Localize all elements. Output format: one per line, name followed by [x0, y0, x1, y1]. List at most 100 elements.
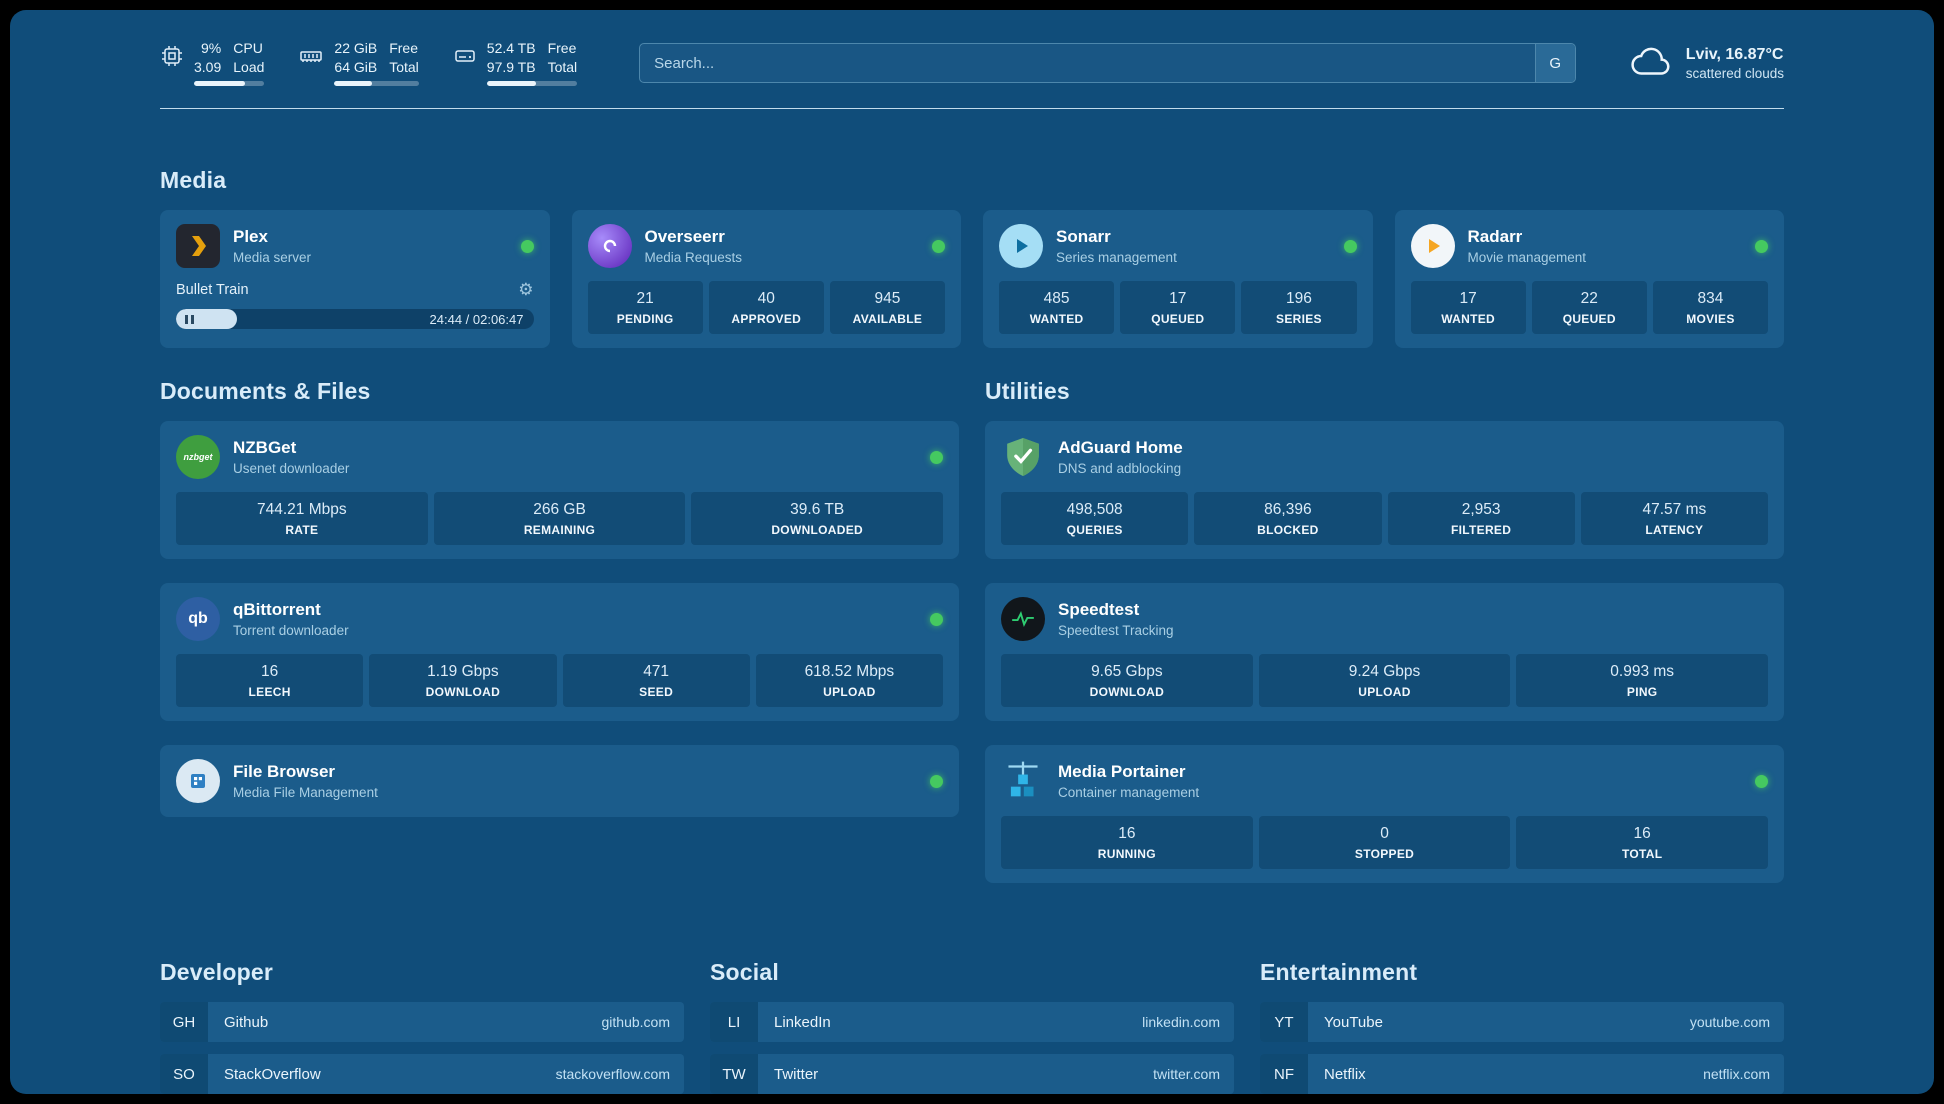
bookmark-url: twitter.com [1153, 1066, 1220, 1082]
filebrowser-card[interactable]: File Browser Media File Management [160, 745, 959, 817]
playback-progress-bar[interactable]: 24:44 / 02:06:47 [176, 309, 534, 329]
bookmark-name: LinkedIn [774, 1013, 831, 1031]
stat-box: 471 SEED [562, 654, 750, 707]
stat-box: 86,396 BLOCKED [1194, 492, 1382, 545]
nzbget-card[interactable]: nzbget NZBGet Usenet downloader 744.21 M… [160, 421, 959, 559]
stat-box: 17 QUEUED [1120, 281, 1236, 334]
memory-total-label: Total [389, 59, 419, 75]
media-section-heading: Media [160, 167, 227, 193]
disk-free-label: Free [547, 40, 577, 56]
card-subtitle: DNS and adblocking [1058, 461, 1182, 476]
bookmark-stackoverflow[interactable]: SO StackOverflow stackoverflow.com [160, 1054, 684, 1094]
bookmark-linkedin[interactable]: LI LinkedIn linkedin.com [710, 1002, 1234, 1042]
stat-box: 16 LEECH [176, 654, 364, 707]
overseerr-card[interactable]: Overseerr Media Requests 21 PENDING 40 APP… [571, 210, 961, 348]
plex-card[interactable]: Plex Media server Bullet Train ⚙ 24:44 /… [160, 210, 550, 348]
cpu-label: CPU [233, 40, 263, 56]
stat-box: 945 AVAILABLE [829, 281, 946, 334]
stat-box: 266 GB REMAINING [433, 492, 686, 545]
card-title: Plex [233, 227, 268, 246]
stat-box: 196 SERIES [1241, 281, 1357, 334]
card-subtitle: Media server [233, 250, 312, 265]
qbittorrent-card[interactable]: qb qBittorrent Torrent downloader 16 LEEC… [160, 583, 959, 721]
overseerr-icon [587, 224, 632, 268]
stat-box: 47.57 ms LATENCY [1580, 492, 1768, 545]
stat-box: 834 MOVIES [1652, 281, 1769, 334]
stat-box: 618.52 Mbps UPLOAD [755, 654, 943, 707]
settings-gear-icon[interactable]: ⚙ [518, 280, 534, 299]
search-bar: G [639, 43, 1576, 83]
portainer-card[interactable]: Media Portainer Container management 16 R… [985, 745, 1784, 883]
disk-widget: 52.4 TB Free 97.9 TB Total [453, 40, 578, 86]
bookmark-name: StackOverflow [224, 1065, 321, 1083]
memory-free-label: Free [389, 40, 419, 56]
bookmark-badge: LI [710, 1002, 758, 1042]
stat-box: 9.24 Gbps UPLOAD [1258, 654, 1511, 707]
bookmark-name: Twitter [774, 1065, 819, 1083]
bookmark-badge: SO [160, 1054, 208, 1094]
speedtest-icon [1001, 597, 1045, 641]
qbittorrent-icon: qb [176, 597, 220, 641]
status-dot [930, 774, 943, 788]
adguard-card[interactable]: AdGuard Home DNS and adblocking 498,508 Q… [985, 421, 1784, 559]
stat-box: 0 STOPPED [1258, 816, 1511, 869]
cpu-load-label: Load [233, 59, 265, 75]
card-title: AdGuard Home [1058, 438, 1183, 457]
bookmark-github[interactable]: GH Github github.com [160, 1002, 684, 1042]
utilities-column: Utilities AdGuard Home DNS and adblockin… [985, 378, 1784, 907]
developer-section-heading: Developer [160, 959, 274, 985]
nzbget-icon: nzbget [176, 435, 220, 479]
stat-box: 1.19 Gbps DOWNLOAD [369, 654, 557, 707]
status-dot [1755, 774, 1768, 788]
pause-icon [185, 314, 188, 324]
bookmark-twitter[interactable]: TW Twitter twitter.com [710, 1054, 1234, 1094]
filebrowser-icon [176, 759, 220, 803]
status-dot [520, 239, 534, 253]
portainer-crane-icon [1001, 759, 1045, 803]
developer-bookmarks: Developer GH Github github.com SO StackO… [160, 959, 684, 1094]
stat-box: 0.993 ms PING [1516, 654, 1769, 707]
memory-total-value: 64 GiB [334, 59, 378, 75]
bookmark-name: Netflix [1324, 1065, 1366, 1083]
bookmark-netflix[interactable]: NF Netflix netflix.com [1260, 1054, 1784, 1094]
bookmark-badge: NF [1260, 1054, 1308, 1094]
cpu-chip-icon [160, 40, 184, 73]
sonarr-card[interactable]: Sonarr Series management 485 WANTED 17 QUE… [983, 210, 1373, 348]
cpu-widget: 9% CPU 3.09 Load [160, 40, 265, 86]
weather-location: Lviv, 16.87°C [1685, 45, 1784, 63]
bookmark-name: Github [224, 1013, 269, 1031]
search-input[interactable] [640, 44, 1535, 82]
weather-condition: scattered clouds [1685, 65, 1784, 81]
documents-section-heading: Documents & Files [160, 378, 371, 404]
bookmark-url: youtube.com [1689, 1014, 1770, 1030]
card-title: Radarr [1467, 227, 1523, 246]
social-bookmarks: Social LI LinkedIn linkedin.com TW Twitt… [710, 959, 1234, 1094]
bookmark-badge: TW [710, 1054, 758, 1094]
card-subtitle: Container management [1058, 785, 1200, 800]
playback-time: 24:44 / 02:06:47 [429, 311, 524, 327]
header-divider [160, 108, 1784, 109]
cloud-icon [1628, 43, 1674, 84]
stat-box: 40 APPROVED [708, 281, 824, 334]
speedtest-card[interactable]: Speedtest Speedtest Tracking 9.65 Gbps DO… [985, 583, 1784, 721]
cpu-gauge [194, 81, 265, 86]
stat-box: 9.65 Gbps DOWNLOAD [1001, 654, 1253, 707]
stat-box: 39.6 TB DOWNLOADED [691, 492, 944, 545]
playback-fill [176, 309, 237, 329]
header-bar: 9% CPU 3.09 Load 22 GiB Free 64 [160, 40, 1784, 86]
card-title: NZBGet [233, 438, 297, 457]
card-title: Media Portainer [1058, 762, 1186, 781]
disk-readout: 52.4 TB Free 97.9 TB Total [486, 40, 578, 86]
search-engine-button[interactable]: G [1534, 44, 1575, 82]
bookmark-badge: GH [160, 1002, 208, 1042]
stat-box: 16 TOTAL [1516, 816, 1769, 869]
plex-icon [176, 224, 220, 268]
bookmark-name: YouTube [1324, 1013, 1383, 1031]
radarr-card[interactable]: Radarr Movie management 17 WANTED 22 QUEUE… [1394, 210, 1784, 348]
card-subtitle: Movie management [1467, 250, 1587, 265]
stat-box: 17 WANTED [1410, 281, 1526, 334]
adguard-shield-icon [1001, 435, 1045, 479]
card-title: File Browser [233, 762, 336, 781]
cpu-readout: 9% CPU 3.09 Load [194, 40, 265, 86]
bookmark-youtube[interactable]: YT YouTube youtube.com [1260, 1002, 1784, 1042]
